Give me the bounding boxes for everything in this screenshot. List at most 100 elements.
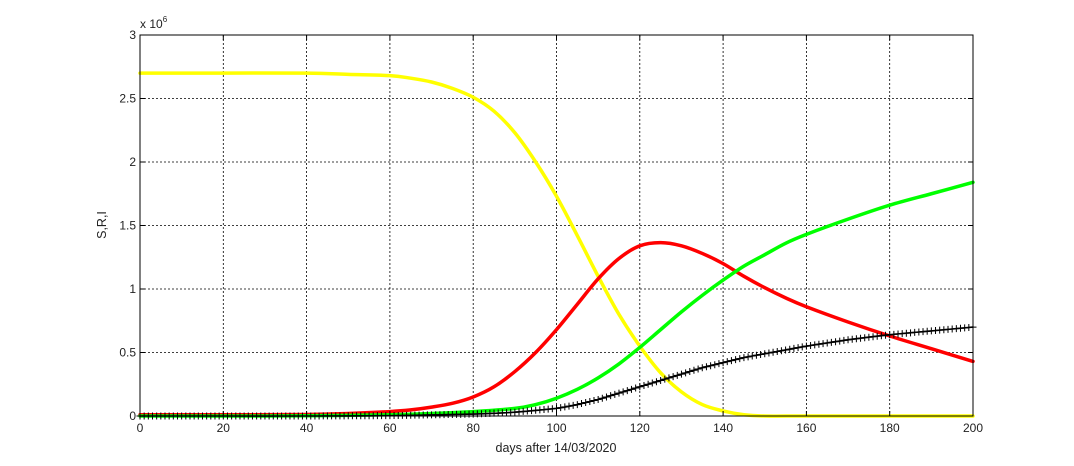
series-3-point-marker: [623, 387, 631, 395]
series-3-point-marker: [857, 334, 865, 342]
x-tick-label: 100: [546, 421, 566, 435]
axis-ticks: 0 20 40 60 80 100 120 140 160 180 200 0 0.5 1 1.5 2 2.5 3: [119, 28, 983, 435]
y-tick-label: 1.5: [119, 219, 136, 233]
x-tick-label: 60: [383, 421, 397, 435]
series-line-2: [138, 180, 975, 418]
y-tick-label: 0: [129, 409, 136, 423]
y-tick-label: 0.5: [119, 346, 136, 360]
series-3-point-marker: [882, 331, 890, 339]
series-3-point-marker: [823, 339, 831, 347]
series-3-point-marker: [702, 363, 710, 371]
series-3-point-marker: [573, 401, 581, 409]
series-3-point-marker: [873, 332, 881, 340]
series-3-point-marker: [611, 390, 619, 398]
series-3-point-marker: [602, 393, 610, 401]
series-3-point-marker: [590, 397, 598, 405]
x-tick-label: 0: [137, 421, 144, 435]
x-tick-label: 160: [796, 421, 816, 435]
series-3-point-marker: [569, 401, 577, 409]
series-3-point-marker: [707, 362, 715, 370]
series-3-point-marker: [794, 344, 802, 352]
series-3-point-marker: [832, 338, 840, 346]
series-3-point-marker: [748, 352, 756, 360]
y-tick-label: 3: [129, 28, 136, 42]
series-3-point-marker: [619, 388, 627, 396]
series-3-point-marker: [682, 369, 690, 377]
series-3-point-marker: [773, 347, 781, 355]
series-3-point-marker: [640, 382, 648, 390]
series-3-point-marker: [727, 357, 735, 365]
x-tick-label: 180: [880, 421, 900, 435]
series-3-point-marker: [848, 335, 856, 343]
series-3-point-marker: [852, 335, 860, 343]
series-group: [136, 71, 977, 420]
x-tick-label: 200: [963, 421, 983, 435]
series-3-point-marker: [736, 355, 744, 363]
series-3-point-marker: [877, 332, 885, 340]
series-3-point-marker: [865, 333, 873, 341]
series-3-point-marker: [744, 353, 752, 361]
series-3-point-marker: [723, 358, 731, 366]
series-3-point-marker: [607, 392, 615, 400]
series-3-point-marker: [644, 380, 652, 388]
series-3-point-marker: [669, 373, 677, 381]
series-3-point-marker: [677, 370, 685, 378]
y-tick-label: 2.5: [119, 92, 136, 106]
y-multiplier-exponent: 6: [163, 15, 168, 24]
series-3-point-marker: [698, 364, 706, 372]
x-tick-label: 40: [300, 421, 314, 435]
series-3-point-marker: [661, 375, 669, 383]
series-3-point-marker: [553, 404, 560, 412]
series-3-point-marker: [798, 343, 806, 351]
series-3-point-marker: [657, 376, 665, 384]
series-3-point-marker: [786, 345, 794, 353]
series-3-point-marker: [844, 336, 852, 344]
series-3-point-marker: [740, 354, 748, 362]
series-3-point-marker: [594, 395, 602, 403]
grid-lines: [140, 35, 973, 416]
series-3-point-marker: [840, 336, 848, 344]
series-3-point-marker: [565, 402, 573, 410]
series-3-point-marker: [615, 389, 623, 397]
series-3-point-marker: [557, 404, 565, 412]
series-3-point-marker: [782, 346, 790, 354]
series-line-0: [138, 71, 975, 418]
series-3-point-marker: [836, 337, 844, 345]
series-3-point-marker: [802, 342, 810, 350]
series-3-point-marker: [777, 347, 785, 355]
series-3-point-marker: [627, 385, 635, 393]
series-3-point-marker: [732, 356, 740, 364]
series-3-point-marker: [811, 341, 819, 349]
series-3-point-marker: [827, 338, 835, 346]
series-3-point-marker: [582, 399, 590, 407]
series-3-point-marker: [719, 359, 727, 367]
series-3-point-marker: [752, 351, 760, 359]
series-3-point-marker: [861, 334, 869, 342]
x-tick-label: 80: [467, 421, 481, 435]
series-3-point-marker: [761, 350, 769, 358]
series-3-point-marker: [869, 333, 877, 341]
series-3-point-marker: [673, 371, 681, 379]
series-3-point-marker: [632, 384, 640, 392]
series-3-point-marker: [586, 398, 594, 406]
x-axis-label: days after 14/03/2020: [496, 441, 617, 455]
series-3-point-marker: [715, 360, 723, 368]
series-3-point-marker: [561, 403, 569, 411]
series-3-point-marker: [577, 400, 585, 408]
series-3-point-marker: [819, 340, 827, 348]
y-multiplier-label: x 106: [140, 15, 168, 31]
series-3-point-marker: [765, 349, 773, 357]
series-3-point-marker: [652, 378, 660, 386]
x-tick-label: 120: [630, 421, 650, 435]
series-3-point-marker: [769, 348, 777, 356]
series-3-point-marker: [815, 340, 823, 348]
series-3-point-marker: [665, 374, 673, 382]
x-tick-label: 140: [713, 421, 733, 435]
series-3-point-marker: [690, 366, 698, 374]
series-3-point-marker: [648, 379, 656, 387]
series-3-point-marker: [686, 368, 694, 376]
series-3-point-marker: [757, 351, 765, 359]
series-3-point-marker: [694, 365, 702, 373]
series-line-1: [138, 240, 975, 417]
